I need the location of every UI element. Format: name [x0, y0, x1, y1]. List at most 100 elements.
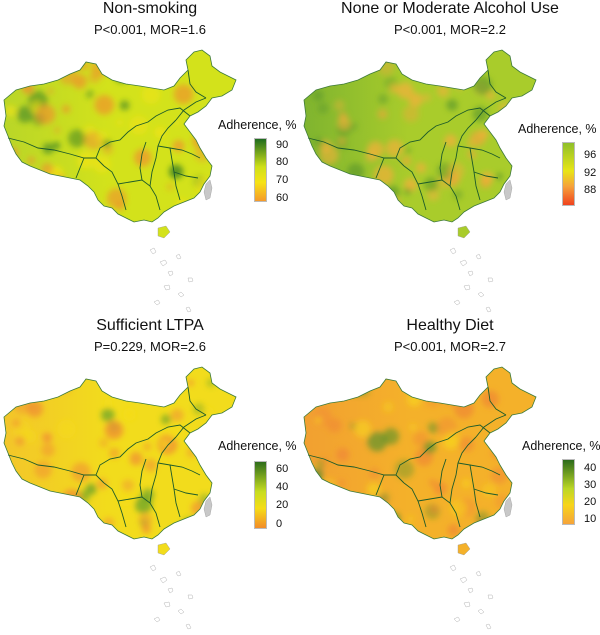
legend-tick: 70 [276, 174, 289, 186]
south-sea-island [449, 564, 457, 572]
province-border [375, 157, 385, 179]
south-sea-island [177, 608, 185, 615]
province-border [117, 496, 161, 528]
country-outline [303, 366, 537, 540]
south-sea-island [459, 576, 468, 584]
province-border [307, 137, 405, 167]
province-border [417, 179, 461, 211]
panel-title: Non-smoking [102, 0, 198, 17]
south-sea-island [149, 564, 157, 572]
south-sea-island [467, 270, 474, 277]
legend-tick: 10 [584, 513, 597, 525]
legend-colorbar [254, 461, 267, 529]
legend-tick: 92 [584, 167, 597, 179]
legend-tick: 20 [276, 499, 289, 511]
panel-stat: P<0.001, MOR=1.6 [93, 22, 206, 37]
province-border [439, 458, 447, 498]
province-border [307, 454, 405, 484]
province-border [139, 458, 147, 498]
province-border [475, 97, 507, 121]
legend-tick: 30 [584, 479, 597, 491]
legend-tick: 40 [584, 462, 597, 474]
south-sea-island [167, 270, 174, 277]
panel-title: None or Moderate Alcohol Use [341, 0, 559, 17]
province-border [457, 145, 501, 159]
legend-tick: 60 [276, 463, 289, 475]
south-sea-island [487, 277, 494, 283]
china-map [3, 49, 237, 313]
china-map [303, 49, 537, 313]
island [503, 496, 513, 518]
province-border [139, 141, 147, 181]
legend-colorbar [562, 459, 575, 525]
province-border [487, 69, 507, 99]
south-sea-island [463, 284, 471, 291]
province-border [375, 474, 385, 496]
panel-stat: P<0.001, MOR=2.2 [393, 22, 506, 37]
province-border [7, 137, 105, 167]
south-sea-island [477, 608, 485, 615]
south-sea-island [485, 306, 492, 313]
south-sea-island [487, 594, 494, 600]
south-sea-island [475, 253, 482, 260]
country-outline [303, 49, 537, 223]
province-border [7, 454, 105, 484]
south-sea-island [175, 253, 182, 260]
province-border [117, 179, 161, 211]
province-border [175, 414, 207, 438]
south-sea-island [185, 623, 192, 630]
legend-colorbar [254, 138, 267, 202]
south-sea-island [453, 616, 461, 623]
legend-tick: 20 [584, 496, 597, 508]
island [203, 179, 213, 201]
panel-stat: P<0.001, MOR=2.7 [393, 339, 506, 354]
south-sea-island [149, 247, 157, 255]
south-sea-island [153, 299, 161, 306]
country-outline [3, 366, 237, 540]
province-border [473, 171, 499, 179]
china-map [3, 366, 237, 630]
island [457, 225, 471, 239]
island [157, 225, 171, 239]
legend-tick: 60 [276, 192, 289, 204]
south-sea-island [167, 587, 174, 594]
province-border [173, 488, 199, 496]
province-border [187, 386, 207, 416]
legend-tick: 96 [584, 149, 597, 161]
china-landmass [304, 50, 536, 222]
panel-stat: P=0.229, MOR=2.6 [93, 339, 206, 354]
south-sea-island [163, 601, 171, 608]
south-sea-island [187, 277, 194, 283]
south-sea-island [163, 284, 171, 291]
legend-tick: 90 [276, 139, 289, 151]
south-sea-island [475, 570, 482, 577]
province-border [157, 462, 201, 476]
legend-colorbar [562, 142, 575, 206]
legend-tick: 80 [276, 156, 289, 168]
legend-tick: 40 [276, 481, 289, 493]
south-sea-island [175, 570, 182, 577]
country-outline [3, 49, 237, 223]
island [203, 496, 213, 518]
legend-title: Adherence, % [218, 118, 297, 132]
south-sea-island [477, 291, 485, 298]
south-sea-island [185, 306, 192, 313]
panel-ltpa: Sufficient LTPA P=0.229, MOR=2.6 Adheren… [0, 317, 300, 635]
province-border [173, 171, 199, 179]
panel-title: Healthy Diet [406, 317, 494, 334]
china-landmass [4, 367, 236, 539]
island [503, 179, 513, 201]
province-border [175, 97, 207, 121]
panel-healthy-diet: Healthy Diet P<0.001, MOR=2.7 Adherence,… [300, 317, 600, 635]
province-border [457, 462, 501, 476]
south-sea-island [467, 587, 474, 594]
island [157, 542, 171, 556]
province-border [187, 69, 207, 99]
south-sea-island [485, 623, 492, 630]
south-sea-island [159, 259, 168, 267]
province-border [75, 474, 85, 496]
south-sea-island [453, 299, 461, 306]
province-border [473, 488, 499, 496]
province-border [395, 107, 491, 159]
province-border [487, 386, 507, 416]
